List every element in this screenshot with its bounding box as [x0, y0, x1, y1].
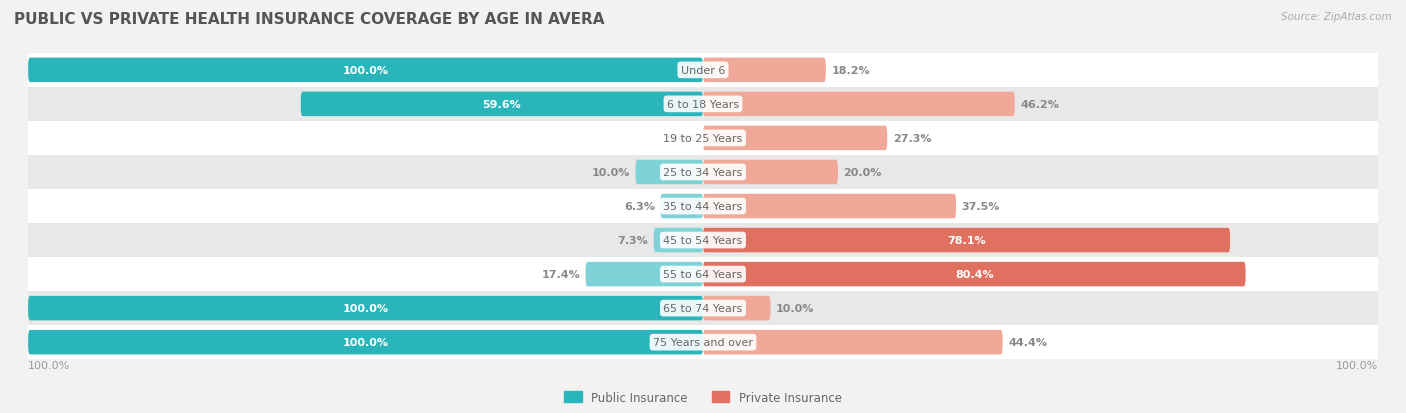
FancyBboxPatch shape [703, 228, 1230, 253]
Bar [28, 88, 1378, 121]
Text: 18.2%: 18.2% [831, 66, 870, 76]
FancyBboxPatch shape [703, 330, 1002, 354]
Text: 6 to 18 Years: 6 to 18 Years [666, 100, 740, 109]
Bar [28, 223, 1378, 257]
Bar [28, 292, 1378, 325]
Text: 7.3%: 7.3% [617, 235, 648, 245]
Text: 75 Years and over: 75 Years and over [652, 337, 754, 347]
Text: 100.0%: 100.0% [343, 337, 388, 347]
FancyBboxPatch shape [703, 59, 825, 83]
Text: 44.4%: 44.4% [1008, 337, 1047, 347]
Bar [28, 257, 1378, 292]
Text: 59.6%: 59.6% [482, 100, 522, 109]
Text: 37.5%: 37.5% [962, 202, 1000, 211]
FancyBboxPatch shape [28, 296, 703, 320]
Text: 45 to 54 Years: 45 to 54 Years [664, 235, 742, 245]
Text: PUBLIC VS PRIVATE HEALTH INSURANCE COVERAGE BY AGE IN AVERA: PUBLIC VS PRIVATE HEALTH INSURANCE COVER… [14, 12, 605, 27]
FancyBboxPatch shape [703, 296, 770, 320]
FancyBboxPatch shape [28, 59, 703, 83]
Text: 20.0%: 20.0% [844, 168, 882, 178]
FancyBboxPatch shape [28, 330, 703, 354]
Text: 10.0%: 10.0% [592, 168, 630, 178]
Bar [28, 190, 1378, 223]
Text: 65 to 74 Years: 65 to 74 Years [664, 304, 742, 313]
Text: 100.0%: 100.0% [343, 304, 388, 313]
Text: 27.3%: 27.3% [893, 133, 931, 144]
Text: 35 to 44 Years: 35 to 44 Years [664, 202, 742, 211]
Text: 6.3%: 6.3% [624, 202, 655, 211]
FancyBboxPatch shape [703, 160, 838, 185]
FancyBboxPatch shape [585, 262, 703, 287]
Bar [28, 121, 1378, 156]
Text: 46.2%: 46.2% [1021, 100, 1059, 109]
FancyBboxPatch shape [661, 194, 703, 219]
Text: 78.1%: 78.1% [948, 235, 986, 245]
Text: 17.4%: 17.4% [541, 269, 581, 280]
FancyBboxPatch shape [636, 160, 703, 185]
Text: 10.0%: 10.0% [776, 304, 814, 313]
Bar [28, 54, 1378, 88]
Text: 100.0%: 100.0% [343, 66, 388, 76]
Text: Under 6: Under 6 [681, 66, 725, 76]
Text: 19 to 25 Years: 19 to 25 Years [664, 133, 742, 144]
Text: 25 to 34 Years: 25 to 34 Years [664, 168, 742, 178]
Text: Source: ZipAtlas.com: Source: ZipAtlas.com [1281, 12, 1392, 22]
FancyBboxPatch shape [703, 93, 1015, 117]
FancyBboxPatch shape [654, 228, 703, 253]
FancyBboxPatch shape [703, 262, 1246, 287]
Text: 55 to 64 Years: 55 to 64 Years [664, 269, 742, 280]
FancyBboxPatch shape [301, 93, 703, 117]
Text: 100.0%: 100.0% [1336, 360, 1378, 370]
Bar [28, 325, 1378, 359]
Bar [28, 156, 1378, 190]
Text: 0.0%: 0.0% [666, 133, 697, 144]
FancyBboxPatch shape [703, 126, 887, 151]
Text: 80.4%: 80.4% [955, 269, 994, 280]
Legend: Public Insurance, Private Insurance: Public Insurance, Private Insurance [560, 386, 846, 408]
FancyBboxPatch shape [703, 194, 956, 219]
Text: 100.0%: 100.0% [28, 360, 70, 370]
